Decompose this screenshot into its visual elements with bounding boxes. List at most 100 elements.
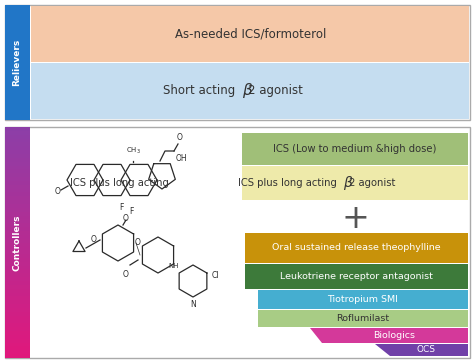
FancyBboxPatch shape [5,231,30,235]
FancyBboxPatch shape [5,204,30,208]
Text: Cl: Cl [212,272,219,281]
FancyBboxPatch shape [5,246,30,250]
FancyBboxPatch shape [5,223,30,227]
Text: F: F [129,207,133,216]
FancyBboxPatch shape [5,315,30,319]
FancyBboxPatch shape [5,303,30,308]
Text: ICS (Low to medium &high dose): ICS (Low to medium &high dose) [273,144,437,154]
FancyBboxPatch shape [5,342,30,346]
Text: O: O [123,270,129,279]
FancyBboxPatch shape [5,281,30,285]
FancyBboxPatch shape [5,126,30,131]
Text: O: O [177,133,183,142]
FancyBboxPatch shape [5,215,30,219]
FancyBboxPatch shape [5,292,30,297]
FancyBboxPatch shape [31,62,469,119]
Text: ICS plus long acting: ICS plus long acting [238,178,343,188]
FancyBboxPatch shape [5,5,30,120]
Text: O: O [55,187,61,196]
FancyBboxPatch shape [5,134,30,139]
Text: Oral sustained release theophylline: Oral sustained release theophylline [272,244,441,253]
Text: Leukotriene receptor antagonist: Leukotriene receptor antagonist [280,272,433,281]
FancyBboxPatch shape [258,290,468,309]
FancyBboxPatch shape [242,166,468,200]
FancyBboxPatch shape [5,207,30,212]
FancyBboxPatch shape [5,234,30,238]
Text: Short acting: Short acting [163,84,243,97]
FancyBboxPatch shape [5,130,30,135]
FancyBboxPatch shape [5,188,30,192]
Text: Biologics: Biologics [373,331,415,340]
Text: Tiotropium SMI: Tiotropium SMI [328,295,399,304]
Text: N: N [190,300,196,309]
Text: $\beta$: $\beta$ [343,174,354,192]
Text: $\beta$: $\beta$ [243,81,254,100]
Polygon shape [375,344,468,356]
Text: ICS plus long acting: ICS plus long acting [70,178,175,188]
FancyBboxPatch shape [5,269,30,273]
FancyBboxPatch shape [5,150,30,154]
FancyBboxPatch shape [5,196,30,200]
FancyBboxPatch shape [5,142,30,146]
FancyBboxPatch shape [5,338,30,343]
FancyBboxPatch shape [5,300,30,304]
Text: O: O [135,238,141,247]
FancyBboxPatch shape [5,157,30,162]
FancyBboxPatch shape [5,127,470,358]
Text: 2 agonist: 2 agonist [248,84,303,97]
FancyBboxPatch shape [5,180,30,185]
FancyBboxPatch shape [5,138,30,142]
FancyBboxPatch shape [5,154,30,158]
FancyBboxPatch shape [5,334,30,339]
FancyBboxPatch shape [5,165,30,170]
FancyBboxPatch shape [5,311,30,316]
Text: NH: NH [168,263,179,269]
Polygon shape [310,328,468,343]
FancyBboxPatch shape [5,200,30,204]
Text: Roflumilast: Roflumilast [337,314,390,323]
FancyBboxPatch shape [258,310,468,327]
Text: OH: OH [176,154,188,163]
Text: F: F [119,203,123,212]
FancyBboxPatch shape [5,296,30,300]
Text: +: + [341,201,369,234]
FancyBboxPatch shape [5,211,30,216]
FancyBboxPatch shape [5,169,30,173]
FancyBboxPatch shape [5,253,30,258]
FancyBboxPatch shape [5,350,30,354]
Text: Controllers: Controllers [12,214,21,271]
Text: Relievers: Relievers [12,39,21,86]
FancyBboxPatch shape [5,331,30,335]
FancyBboxPatch shape [5,319,30,323]
FancyBboxPatch shape [245,233,468,263]
FancyBboxPatch shape [5,273,30,277]
FancyBboxPatch shape [5,227,30,231]
FancyBboxPatch shape [5,288,30,293]
FancyBboxPatch shape [5,192,30,196]
FancyBboxPatch shape [5,184,30,189]
FancyBboxPatch shape [5,161,30,166]
FancyBboxPatch shape [5,250,30,254]
FancyBboxPatch shape [5,238,30,242]
FancyBboxPatch shape [245,264,468,289]
FancyBboxPatch shape [5,261,30,266]
Text: OCS: OCS [417,346,436,355]
FancyBboxPatch shape [242,133,468,165]
FancyBboxPatch shape [5,307,30,312]
FancyBboxPatch shape [5,219,30,223]
FancyBboxPatch shape [5,146,30,150]
FancyBboxPatch shape [5,265,30,269]
FancyBboxPatch shape [5,176,30,181]
Text: As-needed ICS/formoterol: As-needed ICS/formoterol [175,27,326,40]
Text: 2 agonist: 2 agonist [349,178,395,188]
FancyBboxPatch shape [5,5,470,120]
FancyBboxPatch shape [5,327,30,331]
FancyBboxPatch shape [5,257,30,262]
FancyBboxPatch shape [5,323,30,327]
Text: O: O [123,214,129,223]
FancyBboxPatch shape [5,346,30,350]
FancyBboxPatch shape [5,277,30,281]
FancyBboxPatch shape [31,6,469,61]
FancyBboxPatch shape [5,173,30,177]
FancyBboxPatch shape [5,242,30,246]
